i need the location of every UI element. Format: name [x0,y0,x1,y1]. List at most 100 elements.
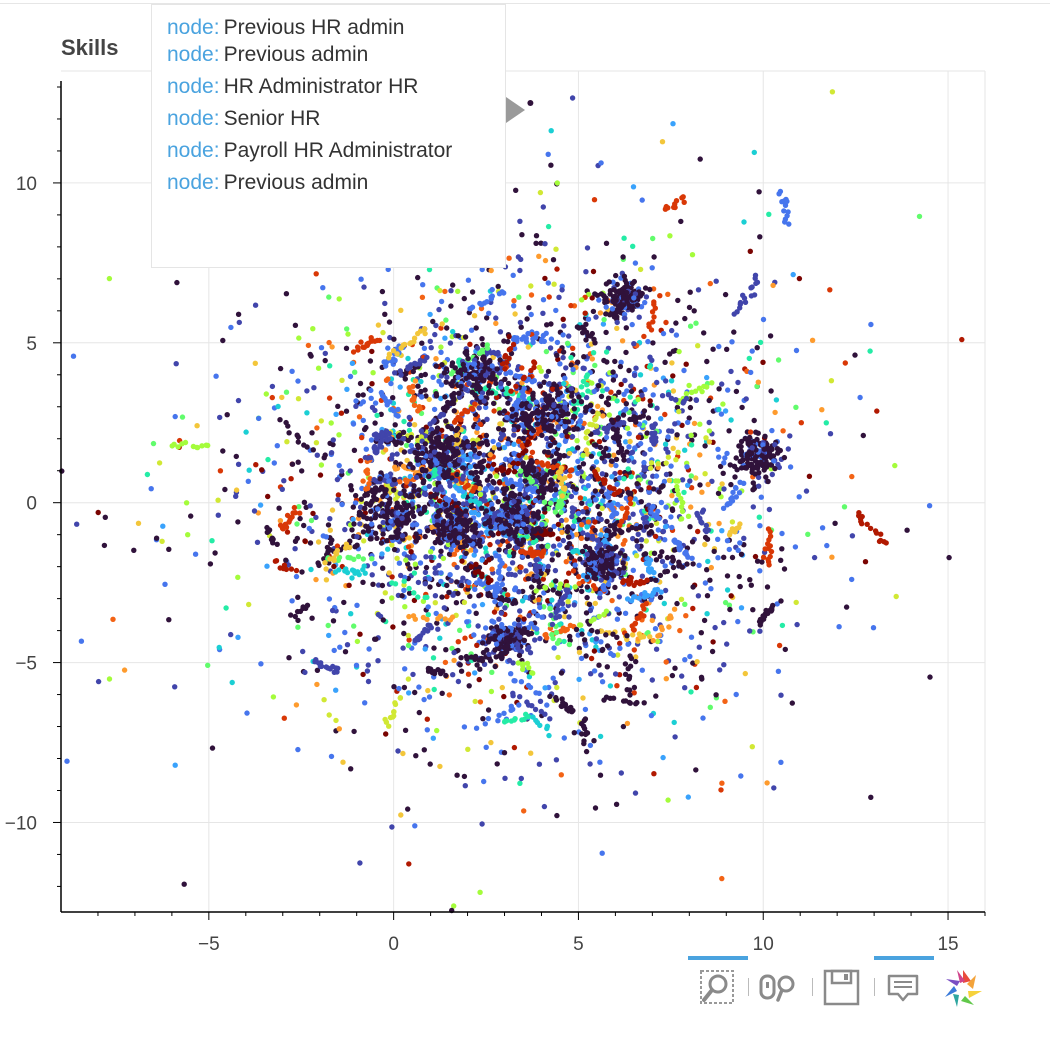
scatter-point [406,861,412,867]
scatter-point [169,443,175,449]
scatter-point [554,180,560,186]
scatter-point [585,475,591,482]
scatter-point [747,429,754,435]
scatter-point [747,628,753,634]
scatter-point [517,491,523,498]
scatter-point [217,414,223,421]
scatter-point [663,319,669,326]
scatter-point [422,569,429,576]
scatter-point [434,727,440,734]
scatter-point [598,516,604,523]
scatter-point [455,678,462,685]
scatter-point [653,646,660,652]
scatter-point [796,494,802,500]
scatter-point [444,593,450,600]
scatter-point [420,282,426,288]
scatter-point [673,397,679,403]
scatter-point [738,773,744,779]
scatter-point [637,266,644,273]
scatter-point [767,333,774,339]
scatter-point [724,587,731,593]
scatter-point [586,291,592,298]
scatter-point [764,780,770,786]
scatter-point [524,660,531,667]
scatter-point [748,582,754,588]
scatter-point [612,584,618,591]
scatter-point [704,384,710,390]
scatter-point [657,553,663,559]
scatter-point [326,294,332,300]
scatter-point [460,473,466,479]
scatter-point [462,565,469,571]
scatter-point [347,373,354,380]
scatter-point [542,685,548,691]
scatter-point [781,566,788,572]
scatter-point [782,646,788,653]
scatter-point [608,389,614,395]
scatter-point [521,385,527,392]
scatter-point [566,450,573,457]
scatter-point [406,613,412,620]
scatter-point [579,588,585,595]
scatter-point [323,566,329,572]
scatter-point [580,530,586,536]
scatter-point [642,520,648,526]
scatter-point [497,421,503,427]
scatter-point [584,245,591,251]
scatter-point [453,600,460,606]
scatter-point [331,555,337,561]
scatter-point [602,537,608,544]
scatter-point [610,377,617,383]
scatter-point [671,719,677,726]
scatter-point [649,617,655,624]
scatter-point [595,503,601,510]
scatter-point [694,510,700,517]
data-points[interactable] [59,89,965,914]
scatter-point [342,629,348,636]
scatter-point [436,306,442,313]
scatter-point [571,602,577,608]
scatter-point [467,464,474,470]
scatter-point [450,493,457,499]
scatter-point [567,633,573,640]
scatter-point [516,294,522,300]
scatter-point [720,470,726,476]
scatter-point [662,441,669,447]
scatter-point [162,581,168,587]
scatter-point [610,426,616,432]
scatter-point [728,593,734,599]
scatter-point [229,679,235,686]
scatter-point [750,487,756,493]
scatter-point [500,432,506,438]
scatter-point [587,742,594,749]
scatter-point [421,747,427,753]
scatter-point [492,495,499,501]
scatter-point [534,459,540,465]
scatter-point [729,519,736,525]
scatter-point [530,594,536,600]
scatter-point [491,408,497,414]
scatter-point [342,649,349,655]
scatter-point [185,532,191,538]
scatter-point [121,667,128,673]
scatter-point [657,293,663,299]
scatter-point [583,748,590,755]
scatter-point [438,578,444,585]
scatter-point [570,568,577,574]
scatter-point [695,528,701,535]
scatter-point [584,451,590,457]
scatter-point [565,599,571,605]
scatter-point [560,349,567,355]
scatter-point [645,415,652,421]
scatter-point [580,330,586,336]
scatter-point [654,405,660,411]
scatter-point [468,327,475,333]
scatter-point [778,759,784,765]
scatter-point [722,599,729,606]
scatter-point [369,348,375,355]
scatter-point [687,478,693,484]
scatter-point [528,283,534,289]
scatter-point [556,294,562,300]
scatter-point [426,396,432,403]
